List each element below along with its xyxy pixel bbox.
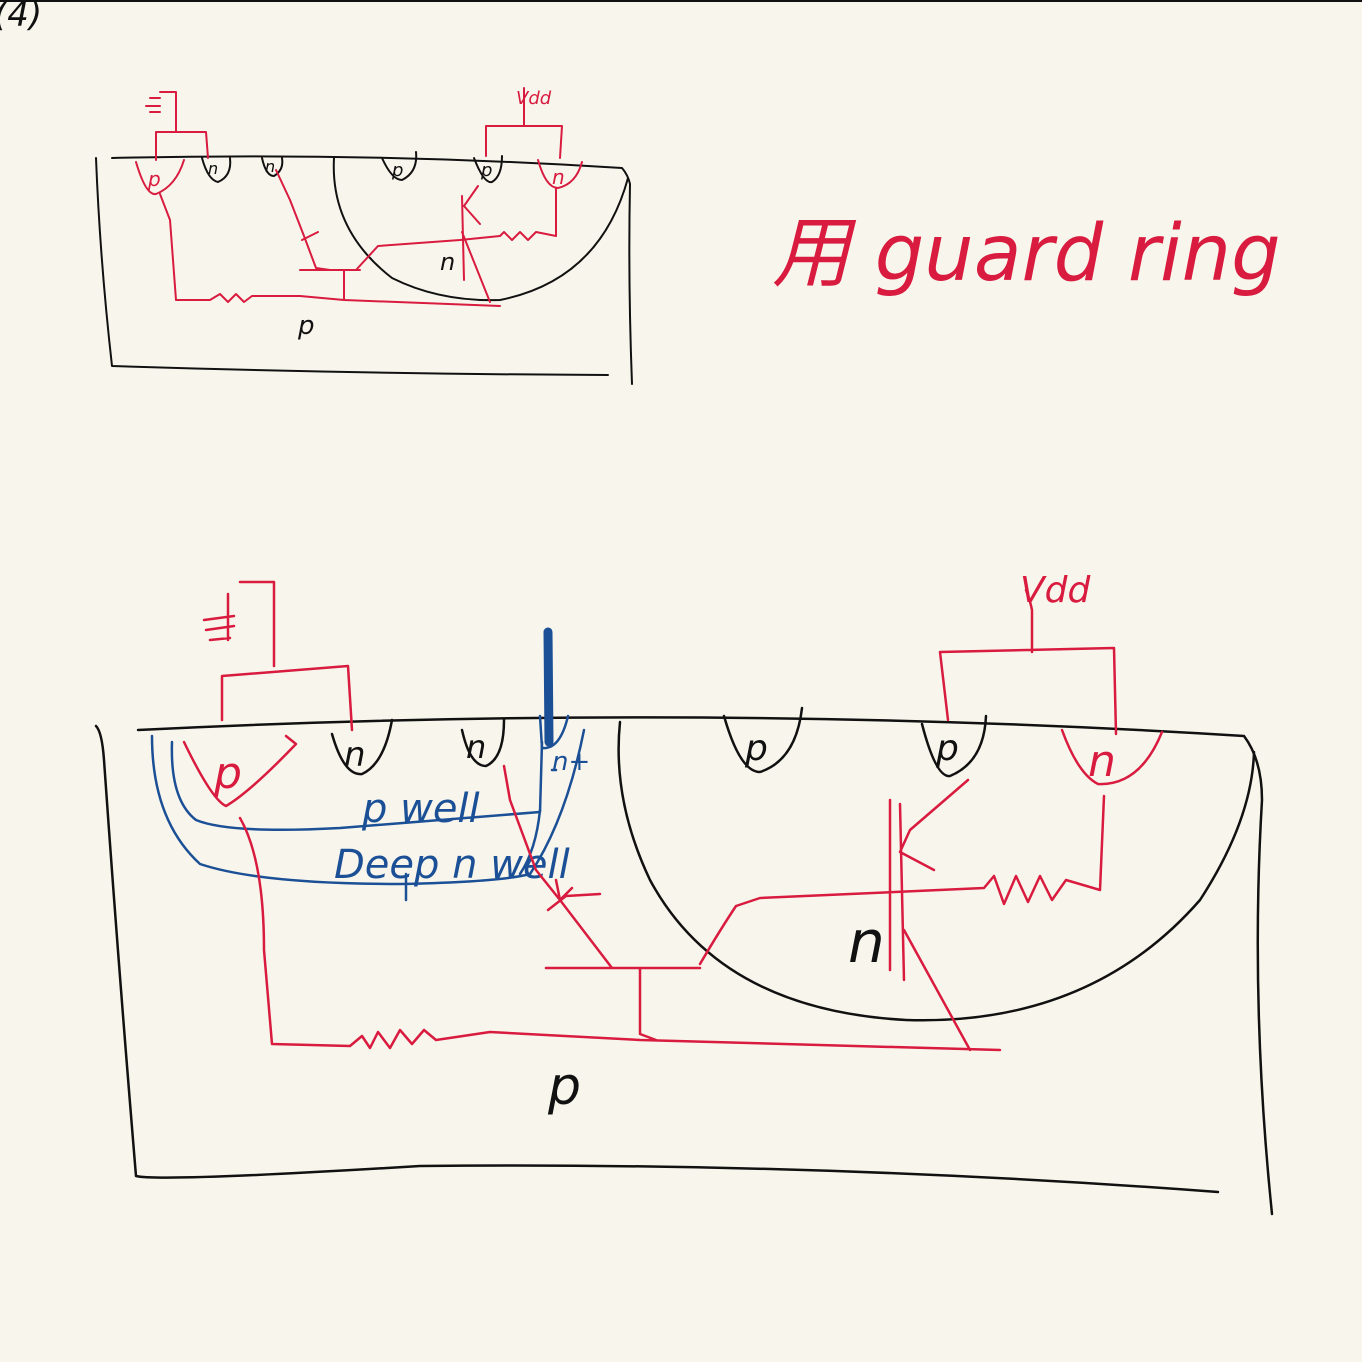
large-substrate-outline: [94, 716, 1274, 1216]
small-contact-n-right: [537, 159, 583, 189]
small-contact-p-left-label: p: [147, 167, 161, 191]
small-nwell-label: n: [440, 248, 455, 276]
large-nwell-label: n: [848, 908, 885, 976]
small-diagram: n n p p n p Vdd p n: [95, 87, 633, 385]
guard-ring-contact-bar: [543, 627, 554, 747]
large-contact-p2-label: p: [935, 728, 959, 769]
small-contact-n1: [201, 157, 232, 183]
guard-ring-note: 用 guard ring: [772, 209, 1281, 299]
small-contact-n2-label: n: [265, 157, 275, 176]
pwell-label: p well: [361, 786, 480, 832]
guard-contact-outline: [538, 714, 570, 750]
small-pnp-transistor: [355, 185, 557, 303]
small-vdd-wire: [485, 87, 563, 159]
large-contact-p1-label: p: [744, 728, 768, 769]
small-nwell-outline: [332, 157, 629, 302]
small-contact-p1-label: p: [391, 160, 403, 181]
small-contact-p1: [381, 151, 418, 181]
large-substrate-label: p: [547, 1057, 581, 1117]
small-contact-n2: [261, 157, 284, 177]
large-substrate-resistor: [238, 816, 1002, 1052]
large-contact-p2: [920, 714, 988, 778]
small-contact-p2: [473, 155, 503, 184]
large-npn-transistor: [502, 764, 702, 1042]
header-label: (4): [0, 0, 42, 35]
guard-contact-label: n+: [552, 747, 590, 777]
large-vdd-label: Vdd: [1020, 570, 1091, 611]
large-contact-p1: [722, 706, 804, 774]
large-pnp-transistor: [698, 778, 1106, 1052]
large-contact-n2: [460, 718, 506, 768]
small-ground-wire: [155, 91, 209, 161]
pwell-outline: [170, 740, 544, 832]
small-contact-n-right-label: n: [552, 165, 565, 189]
large-diagram: n n p p n p p well Deep n well n+ Vd: [94, 570, 1274, 1216]
small-substrate-outline: [95, 155, 633, 385]
large-nwell-outline: [617, 720, 1256, 1022]
large-contact-n2-label: n: [466, 728, 486, 766]
small-contact-n1-label: n: [208, 159, 218, 178]
small-contact-p-left: [135, 159, 185, 196]
large-contact-n-right-label: n: [1088, 736, 1116, 787]
large-contact-p-left-label: p: [213, 748, 242, 799]
small-substrate-resistor: [159, 193, 501, 307]
small-ground-symbol: [145, 97, 161, 113]
small-vdd-label: Vdd: [516, 88, 552, 109]
large-ground-symbol: [202, 592, 236, 642]
deep-nwell-inner: [518, 768, 558, 876]
large-contact-p-left: [182, 734, 298, 808]
large-contact-n-right: [1060, 728, 1164, 786]
large-contact-n1-label: n: [344, 735, 366, 775]
large-contact-n1: [330, 718, 394, 776]
small-npn-transistor: [275, 169, 361, 301]
deep-nwell-label: Deep n well: [334, 842, 570, 888]
small-substrate-label: p: [297, 311, 315, 341]
deep-nwell-outline: [150, 728, 586, 886]
large-vdd-wire: [938, 588, 1118, 736]
large-ground-wire: [220, 580, 354, 732]
small-contact-p2-label: p: [480, 160, 492, 181]
